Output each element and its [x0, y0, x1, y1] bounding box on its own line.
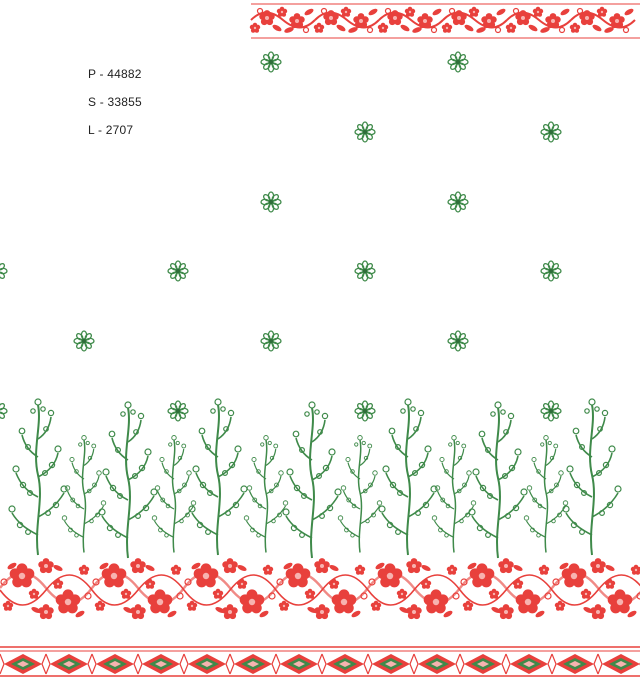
scattered-rosettes [0, 51, 562, 422]
top-floral-border [250, 3, 640, 39]
bottom-floral-band [0, 558, 640, 619]
diamond-edge-border [0, 646, 640, 677]
design-code-l: L - 2707 [88, 123, 134, 137]
design-code-p: P - 44882 [88, 67, 142, 81]
fern-vine-border [8, 398, 622, 559]
design-code-s: S - 33855 [88, 95, 142, 109]
